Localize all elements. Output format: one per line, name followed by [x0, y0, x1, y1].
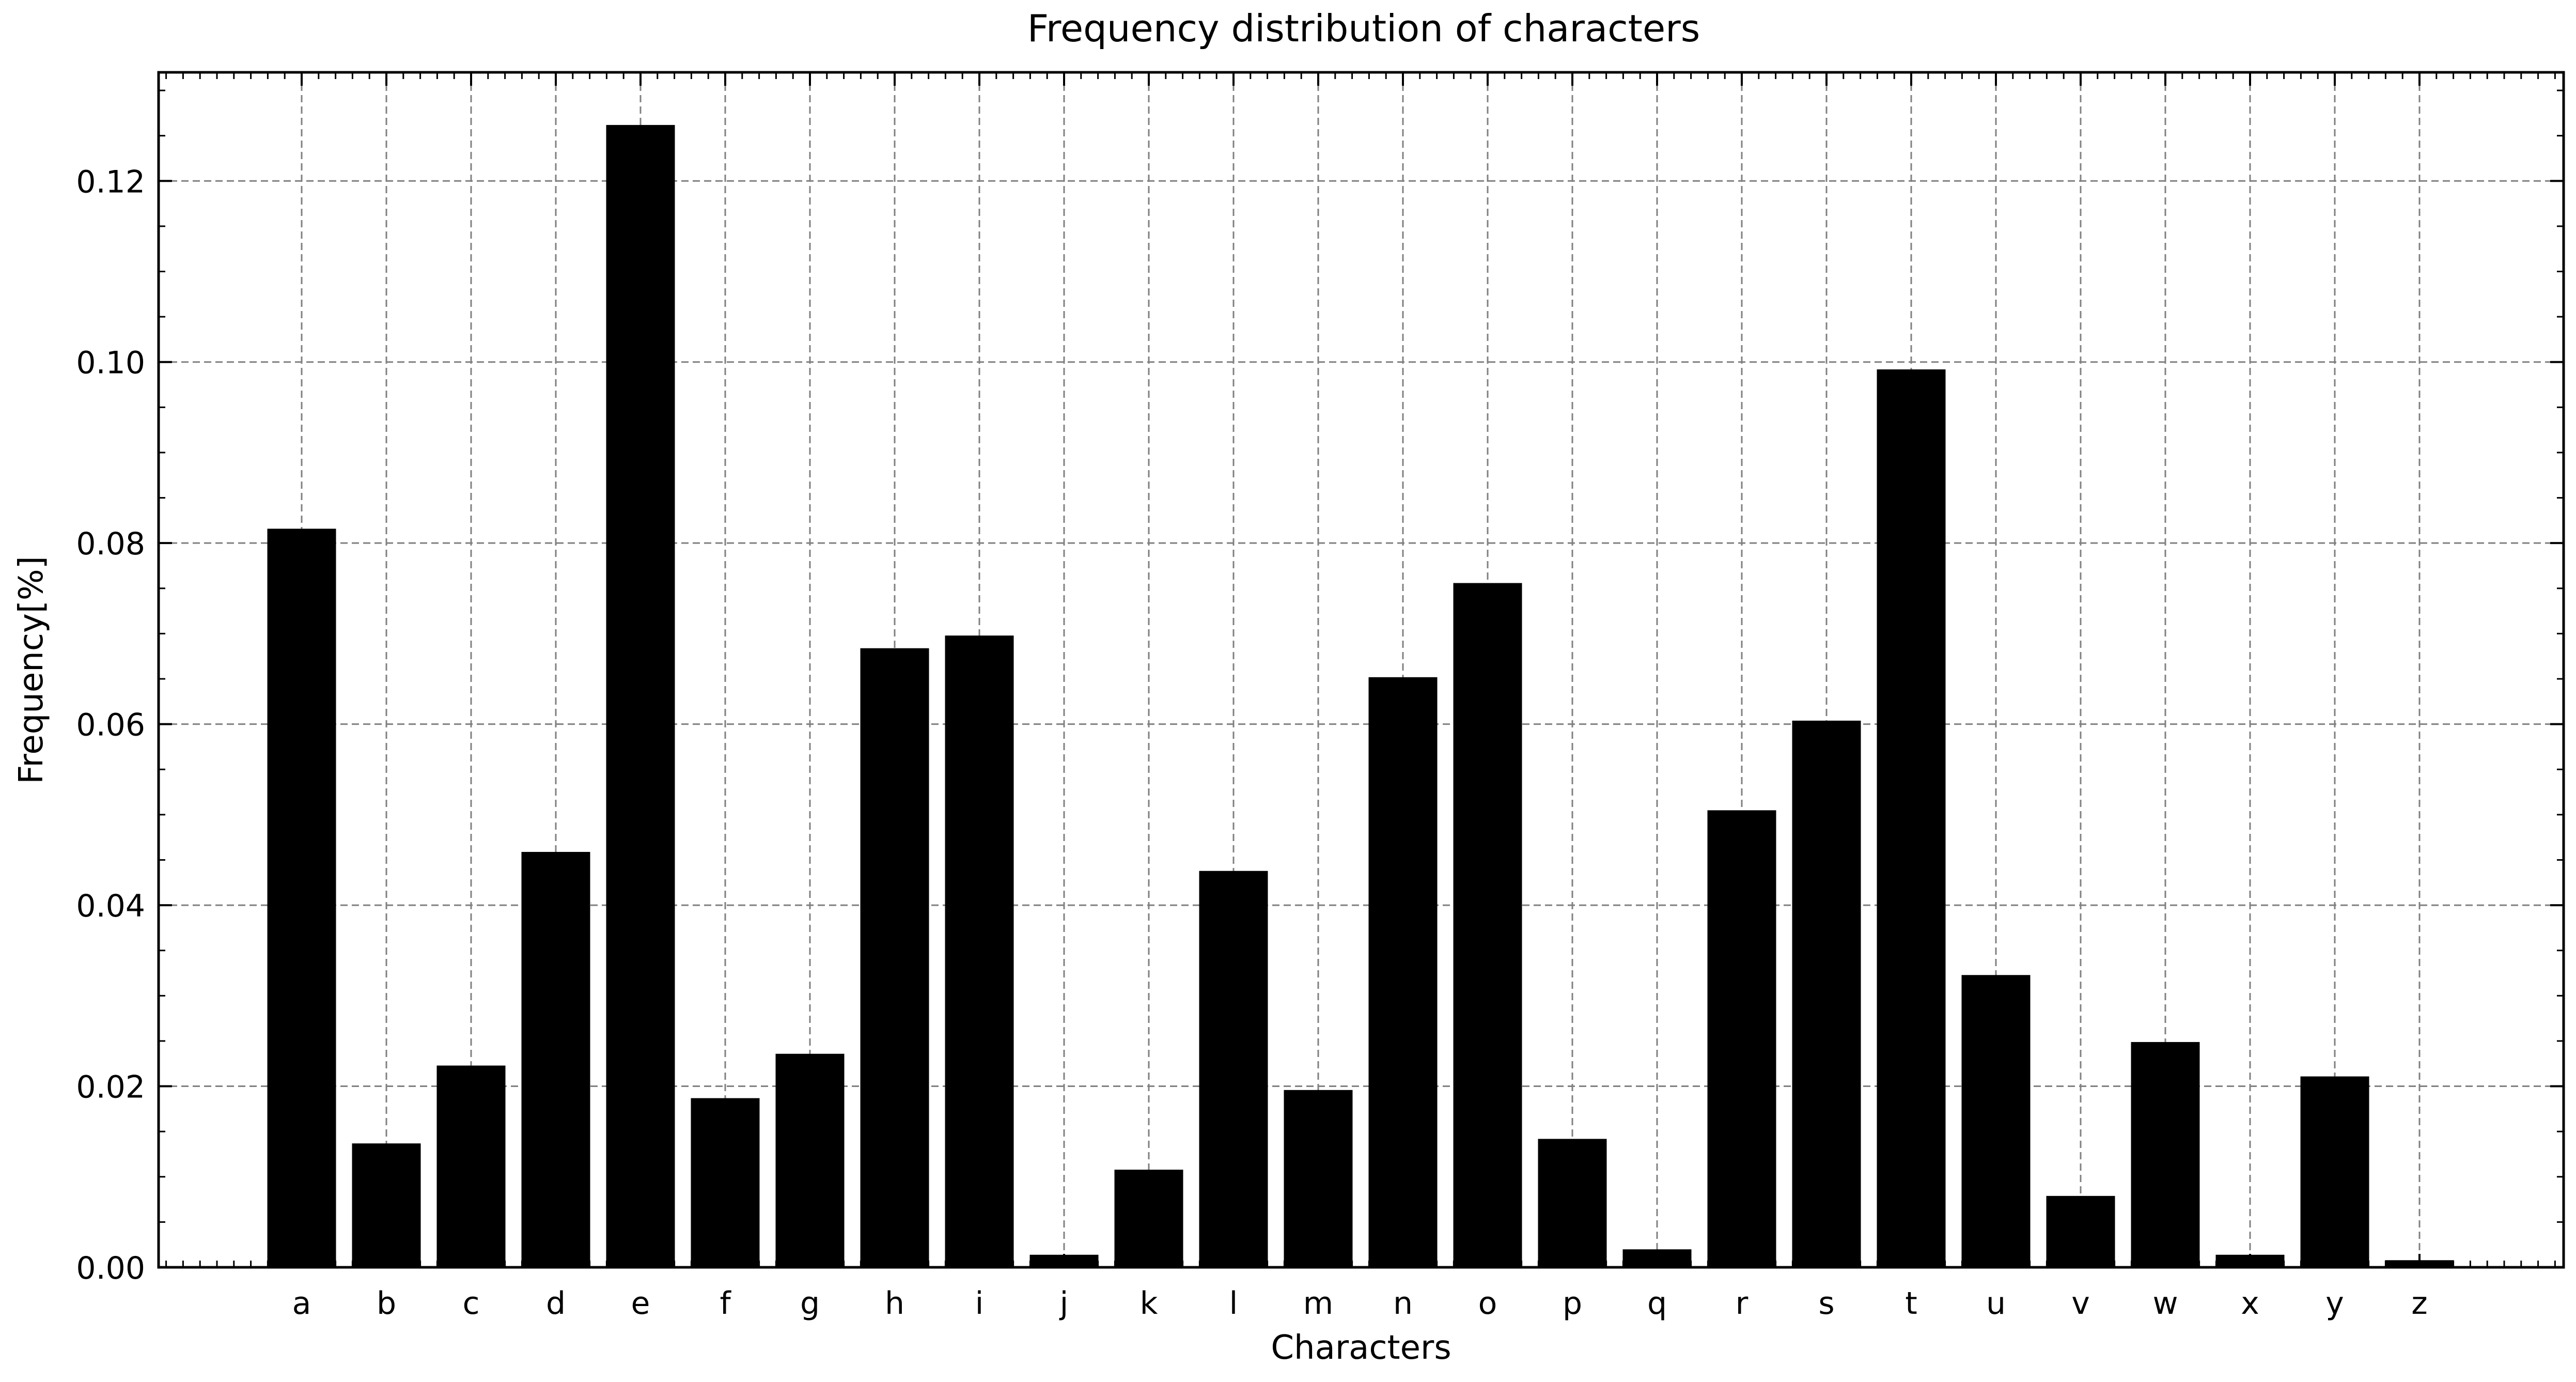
x-tick-label: r: [1736, 1285, 1748, 1322]
bar-l: [1199, 871, 1268, 1268]
x-axis-label: Characters: [1271, 1329, 1451, 1367]
bar-k: [1114, 1170, 1183, 1268]
bar-u: [1961, 975, 2031, 1268]
x-tick-label: c: [463, 1285, 480, 1322]
x-tick-label: y: [2325, 1285, 2344, 1322]
x-tick-label: o: [1478, 1285, 1497, 1322]
x-tick-label: l: [1229, 1285, 1238, 1322]
bar-n: [1368, 677, 1438, 1268]
bar-p: [1538, 1139, 1607, 1268]
x-tick-label: d: [546, 1285, 566, 1322]
bar-g: [775, 1053, 845, 1268]
x-tick-label: k: [1140, 1285, 1158, 1322]
y-tick-label: 0.12: [76, 164, 145, 200]
bar-b: [352, 1143, 421, 1268]
bar-i: [945, 635, 1014, 1268]
x-tick-label: h: [885, 1285, 904, 1322]
y-tick-label: 0.10: [76, 345, 145, 381]
x-tick-label: p: [1563, 1285, 1582, 1322]
bar-h: [860, 648, 929, 1268]
bar-m: [1284, 1090, 1353, 1268]
x-tick-label: w: [2152, 1285, 2178, 1322]
bar-e: [606, 125, 675, 1268]
plot-frame: [157, 71, 2565, 1269]
y-tick-label: 0.00: [76, 1250, 145, 1286]
x-tick-label: e: [631, 1285, 650, 1322]
x-tick-label: s: [1818, 1285, 1834, 1322]
x-tick-label: f: [720, 1285, 731, 1322]
chart-title: Frequency distribution of characters: [1027, 7, 1700, 50]
x-tick-label: i: [975, 1285, 984, 1322]
bar-f: [691, 1098, 760, 1268]
x-tick-label: n: [1393, 1285, 1413, 1322]
x-tick-label: t: [1905, 1285, 1917, 1322]
x-tick-label: q: [1647, 1285, 1667, 1322]
x-tick-label: b: [377, 1285, 396, 1322]
x-tick-label: a: [292, 1285, 311, 1322]
bar-r: [1707, 810, 1776, 1268]
x-tick-label: v: [2071, 1285, 2090, 1322]
y-tick-label: 0.06: [76, 707, 145, 743]
x-tick-label: j: [1059, 1285, 1069, 1322]
x-tick-label: g: [800, 1285, 820, 1322]
bar-s: [1792, 720, 1861, 1268]
x-tick-label: m: [1303, 1285, 1333, 1322]
y-axis-label: Frequency[%]: [12, 556, 51, 784]
bar-d: [521, 851, 590, 1268]
y-tick-label: 0.08: [76, 526, 145, 562]
x-tick-label: z: [2411, 1285, 2428, 1322]
bar-w: [2131, 1042, 2200, 1268]
x-tick-label: x: [2241, 1285, 2259, 1322]
y-tick-label: 0.04: [76, 888, 145, 924]
bar-t: [1877, 369, 1946, 1268]
y-tick-label: 0.02: [76, 1069, 145, 1106]
bar-c: [436, 1065, 506, 1268]
bar-o: [1453, 583, 1522, 1268]
x-tick-label: u: [1986, 1285, 2006, 1322]
bar-y: [2300, 1076, 2369, 1268]
bar-a: [267, 529, 336, 1268]
